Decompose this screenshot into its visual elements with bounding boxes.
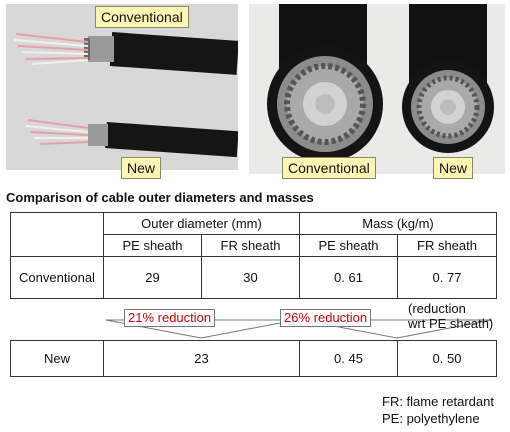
label-conventional-cross: Conventional bbox=[282, 157, 376, 179]
footnotes: FR: flame retardant PE: polyethylene bbox=[382, 393, 494, 427]
sub-header-fr-mass: FR sheath bbox=[397, 234, 497, 257]
mass-header: Mass (kg/m) bbox=[299, 212, 497, 235]
sub-header-fr-diameter: FR sheath bbox=[201, 234, 300, 257]
outer-diameter-header: Outer diameter (mm) bbox=[103, 212, 300, 235]
new-diameter: 23 bbox=[103, 340, 300, 377]
cable-cross-section-photo bbox=[249, 4, 505, 174]
sub-header-pe-diameter: PE sheath bbox=[103, 234, 202, 257]
reduction-note: (reduction wrt PE sheath) bbox=[408, 301, 493, 331]
new-cable-table: New 23 0. 45 0. 50 bbox=[10, 340, 497, 377]
diameter-reduction-label: 21% reduction bbox=[124, 309, 216, 327]
conventional-diameter-fr: 30 bbox=[201, 256, 300, 299]
footnote-pe: PE: polyethylene bbox=[382, 411, 480, 426]
empty-corner-cell bbox=[10, 212, 104, 257]
row-label-conventional: Conventional bbox=[10, 256, 104, 299]
label-new-side: New bbox=[121, 157, 162, 179]
conventional-mass-pe: 0. 61 bbox=[299, 256, 398, 299]
row-label-new: New bbox=[10, 340, 104, 377]
footnote-fr: FR: flame retardant bbox=[382, 394, 494, 409]
conventional-diameter-pe: 29 bbox=[103, 256, 202, 299]
label-conventional-side: Conventional bbox=[95, 6, 189, 28]
mass-reduction-label: 26% reduction bbox=[280, 309, 372, 327]
comparison-heading: Comparison of cable outer diameters and … bbox=[6, 190, 314, 205]
new-mass-pe: 0. 45 bbox=[299, 340, 398, 377]
reduction-note-line1: (reduction bbox=[408, 301, 466, 316]
cable-side-photo bbox=[6, 4, 238, 170]
new-mass-fr: 0. 50 bbox=[397, 340, 497, 377]
label-new-cross: New bbox=[433, 157, 474, 179]
sub-header-pe-mass: PE sheath bbox=[299, 234, 398, 257]
conventional-mass-fr: 0. 77 bbox=[397, 256, 497, 299]
comparison-table: Outer diameter (mm) Mass (kg/m) PE sheat… bbox=[10, 212, 497, 299]
reduction-note-line2: wrt PE sheath) bbox=[408, 316, 494, 331]
